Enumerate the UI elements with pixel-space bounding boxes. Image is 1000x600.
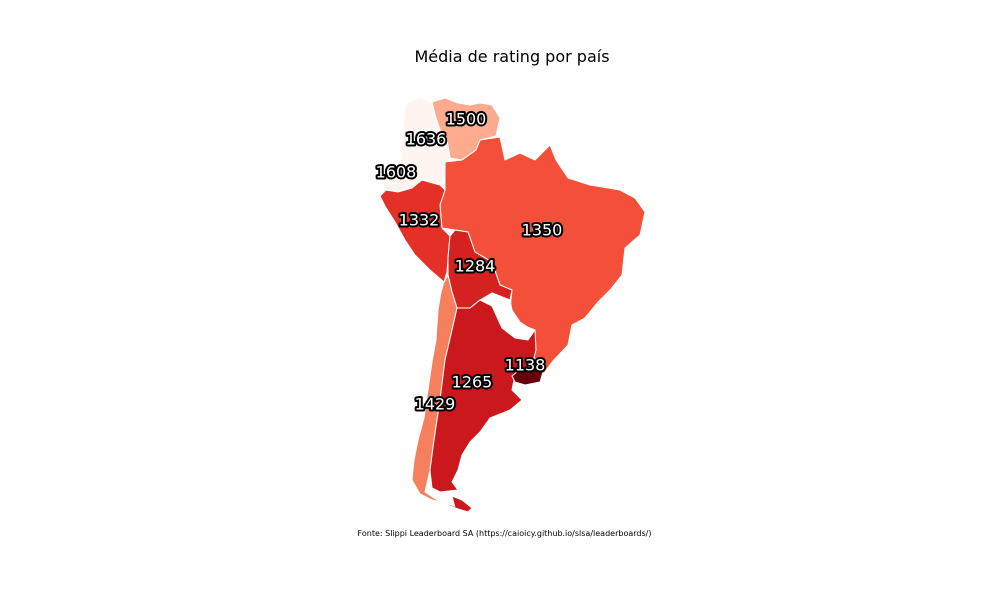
label-ecuador: 1608 xyxy=(376,163,417,182)
label-venezuela: 1500 xyxy=(446,110,487,129)
label-bolivia: 1284 xyxy=(455,257,496,276)
map-title: Média de rating por país xyxy=(414,47,610,66)
label-brazil: 1350 xyxy=(522,221,563,240)
label-chile: 1429 xyxy=(415,395,456,414)
label-argentina: 1265 xyxy=(452,373,493,392)
label-uruguay: 1138 xyxy=(505,356,546,375)
country-argentina xyxy=(429,299,537,493)
label-peru: 1332 xyxy=(399,211,440,230)
country-peru xyxy=(379,179,451,283)
source-caption: Fonte: Slippi Leaderboard SA (https://ca… xyxy=(357,529,652,538)
country-colombia xyxy=(399,96,451,186)
country-uruguay xyxy=(511,365,544,386)
country-argentina-tierra-del-fuego xyxy=(451,495,473,513)
label-colombia: 1636 xyxy=(406,130,447,149)
